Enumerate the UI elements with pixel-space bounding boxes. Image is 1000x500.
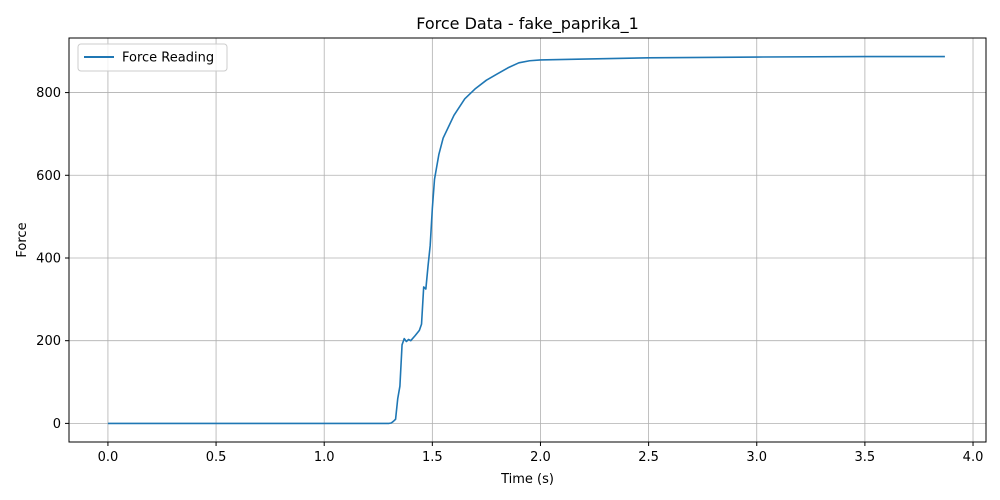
legend-entry-force-reading: Force Reading	[122, 51, 214, 66]
legend-box	[77, 43, 228, 72]
x-tick-label: 2.0	[530, 450, 551, 465]
y-tick-label: 600	[36, 169, 61, 184]
series-line-force-reading	[107, 55, 945, 425]
y-tick-label: 400	[36, 251, 61, 266]
y-tick-label: 0	[53, 417, 61, 432]
tick-layer: 0.0 0.5 1.0 1.5 2.0 2.5 3.0 3.5 4.0 0 200 400 600 800	[36, 86, 983, 465]
y-tick-label: 200	[36, 334, 61, 349]
plot-frame	[68, 37, 987, 443]
x-tick-label: 3.5	[855, 450, 876, 465]
grid-layer	[69, 38, 986, 442]
x-tick-label: 2.5	[638, 450, 659, 465]
x-tick-label: 1.0	[314, 450, 335, 465]
x-tick-label: 1.5	[422, 450, 443, 465]
legend: Force Reading	[77, 43, 228, 72]
chart-title: Force Data - fake_paprika_1	[416, 14, 639, 34]
x-tick-label: 3.0	[746, 450, 767, 465]
x-tick-label: 0.0	[98, 450, 119, 465]
x-axis-label: Time (s)	[500, 472, 554, 487]
x-tick-label: 4.0	[963, 450, 984, 465]
series-layer	[107, 55, 945, 425]
y-tick-label: 800	[36, 86, 61, 101]
y-axis-label: Force	[15, 222, 30, 257]
x-tick-label: 0.5	[206, 450, 227, 465]
